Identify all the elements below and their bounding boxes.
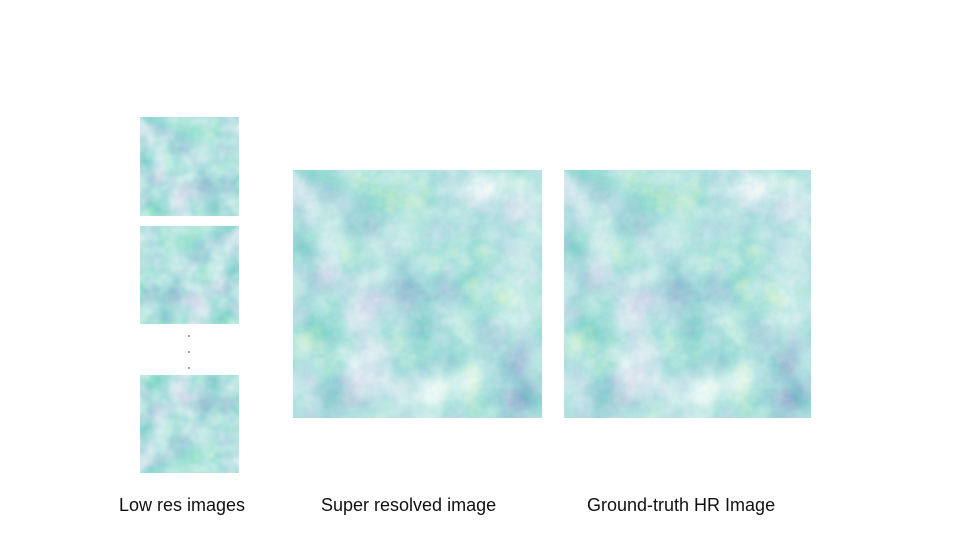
ground-truth-caption: Ground-truth HR Image — [587, 495, 776, 515]
ellipsis-dot-3 — [188, 367, 190, 369]
super-resolved-caption: Super resolved image — [321, 495, 497, 515]
ellipsis-dot-1 — [188, 335, 190, 337]
low-res-image-n — [140, 375, 239, 473]
low-res-caption: Low res images — [119, 495, 246, 515]
ground-truth-image — [564, 170, 811, 418]
low-res-image-1 — [140, 117, 239, 216]
low-res-image-2 — [140, 226, 239, 324]
super-resolved-image — [293, 170, 542, 418]
ellipsis-dot-2 — [188, 351, 190, 353]
